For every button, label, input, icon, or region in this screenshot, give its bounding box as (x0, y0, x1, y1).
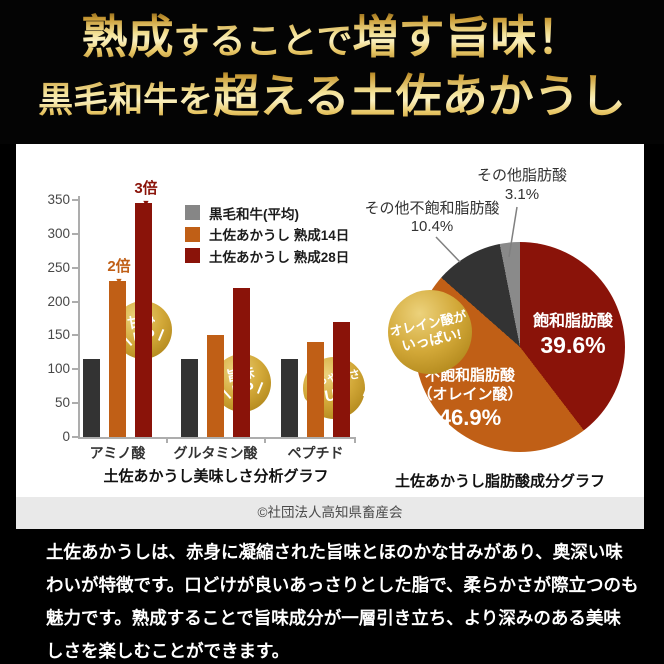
annotation-2x: 2倍 ▼ (94, 259, 144, 286)
headline-2a: 黒毛和牛を (38, 81, 214, 120)
x-category-label: アミノ酸 (89, 445, 146, 461)
headline-2b: 超える土佐あかうし (213, 71, 626, 122)
headline-1c: 増す旨味！ (352, 12, 583, 63)
x-axis-tick (354, 438, 356, 443)
y-tick-mark (72, 300, 78, 303)
y-tick-mark (72, 266, 78, 269)
slice-label2: （オレイン酸） (417, 386, 523, 403)
y-tick-label: 300 (47, 225, 70, 241)
description-line: しさを楽しむことができます。 (46, 641, 290, 661)
y-tick-label: 50 (54, 395, 70, 411)
legend-swatch (185, 248, 200, 264)
legend-item: 土佐あかうし 熟成28日 (185, 245, 349, 267)
headline-1b: することで (173, 21, 353, 61)
annotation-3x: 3倍 ▼ (121, 181, 171, 208)
bar-2-2 (333, 321, 350, 437)
slice-pct: 39.6% (540, 332, 606, 358)
down-arrow-icon: ▼ (94, 277, 144, 286)
y-axis-line (78, 196, 80, 438)
legend-label: 黒毛和牛(平均) (209, 206, 299, 222)
y-tick-mark (72, 368, 78, 371)
header-banner: 熟成することで増す旨味！ 黒毛和牛を超える土佐あかうし (0, 0, 664, 144)
slash-right-icon (157, 328, 165, 341)
slice-label-saturated: 飽和脂肪酸 39.6% (503, 312, 643, 359)
pie-chart-caption: 土佐あかうし脂肪酸成分グラフ (394, 473, 605, 490)
y-tick-label: 350 (47, 192, 70, 207)
bar-legend: 黒毛和牛(平均) 土佐あかうし 熟成14日 土佐あかうし 熟成28日 (185, 202, 349, 267)
bar-chart-caption: 土佐あかうし美味しさ分析グラフ (103, 468, 329, 485)
bar-1-0 (109, 281, 126, 437)
slice-pct: 46.9% (438, 405, 502, 430)
slice-label: 飽和脂肪酸 (532, 313, 613, 330)
y-tick-label: 200 (47, 293, 70, 309)
x-axis-tick (264, 438, 266, 443)
slash-right-icon (362, 384, 369, 397)
description-line: わいが特徴です。口どけが良いあっさりとした脂で、柔らかさが際立つのも (46, 575, 639, 595)
y-tick-mark (72, 334, 78, 337)
callout-label: その他脂肪酸 (476, 167, 567, 184)
callout-other-fat: その他脂肪酸 3.1% (432, 166, 612, 204)
bar-2-0 (135, 203, 152, 437)
x-category-label: ペプチド (287, 445, 344, 461)
bar-0-2 (281, 359, 298, 437)
slice-label-unsaturated: 不飽和脂肪酸 （オレイン酸） 46.9% (390, 366, 550, 431)
badge-line1: オレイン酸が (388, 307, 468, 339)
bar-0-1 (181, 359, 198, 437)
headline-line2: 黒毛和牛を超える土佐あかうし (0, 66, 664, 132)
bar-1-2 (307, 342, 324, 437)
description-paragraph: 土佐あかうしは、赤身に凝縮された旨味とほのかな甘みがあり、奥深い味 わいが特徴で… (46, 536, 646, 664)
legend-swatch (185, 205, 200, 221)
badge-olein-text: オレイン酸が いっぱい! (388, 308, 471, 356)
legend-label: 土佐あかうし 熟成14日 (209, 228, 350, 244)
y-tick-mark (72, 232, 78, 235)
callout-pct: 3.1% (504, 186, 540, 203)
y-tick-label: 250 (47, 259, 70, 275)
badge-olein: オレイン酸が いっぱい! (388, 290, 472, 374)
y-tick-label: 0 (62, 429, 70, 444)
legend-label: 土佐あかうし 熟成28日 (209, 249, 350, 265)
x-axis-tick (166, 438, 168, 443)
annotation-3x-label: 3倍 (134, 180, 158, 197)
copyright-bar: ©社団法人高知県畜産会 (16, 497, 644, 529)
y-tick-label: 150 (47, 327, 70, 343)
down-arrow-icon: ▼ (121, 199, 171, 208)
legend-item: 黒毛和牛(平均) (185, 202, 349, 224)
y-tick-label: 100 (47, 361, 70, 377)
description-line: 土佐あかうしは、赤身に凝縮された旨味とほのかな甘みがあり、奥深い味 (46, 542, 623, 562)
badge-line2: いっぱい! (400, 325, 463, 354)
headline-line1: 熟成することで増す旨味！ (0, 10, 664, 69)
x-category-label: グルタミン酸 (173, 445, 258, 461)
pie (415, 242, 625, 452)
description-line: 魅力です。熟成することで旨味成分が一層引き立ち、より深みのある美味 (46, 608, 621, 628)
slash-right-icon (256, 381, 264, 394)
bar-1-1 (207, 335, 224, 437)
bar-0-0 (83, 359, 100, 437)
callout-leader-lines (435, 206, 518, 263)
bar-2-1 (233, 288, 250, 437)
legend-swatch (185, 226, 200, 242)
x-axis-line (78, 437, 356, 439)
legend-item: 土佐あかうし 熟成14日 (185, 224, 349, 246)
annotation-2x-label: 2倍 (107, 258, 131, 275)
y-tick-mark (72, 402, 78, 405)
y-tick-mark (72, 436, 78, 438)
slice-label: 不飽和脂肪酸 (424, 367, 515, 384)
y-tick-mark (72, 199, 78, 201)
headline-1a: 熟成 (81, 12, 174, 63)
